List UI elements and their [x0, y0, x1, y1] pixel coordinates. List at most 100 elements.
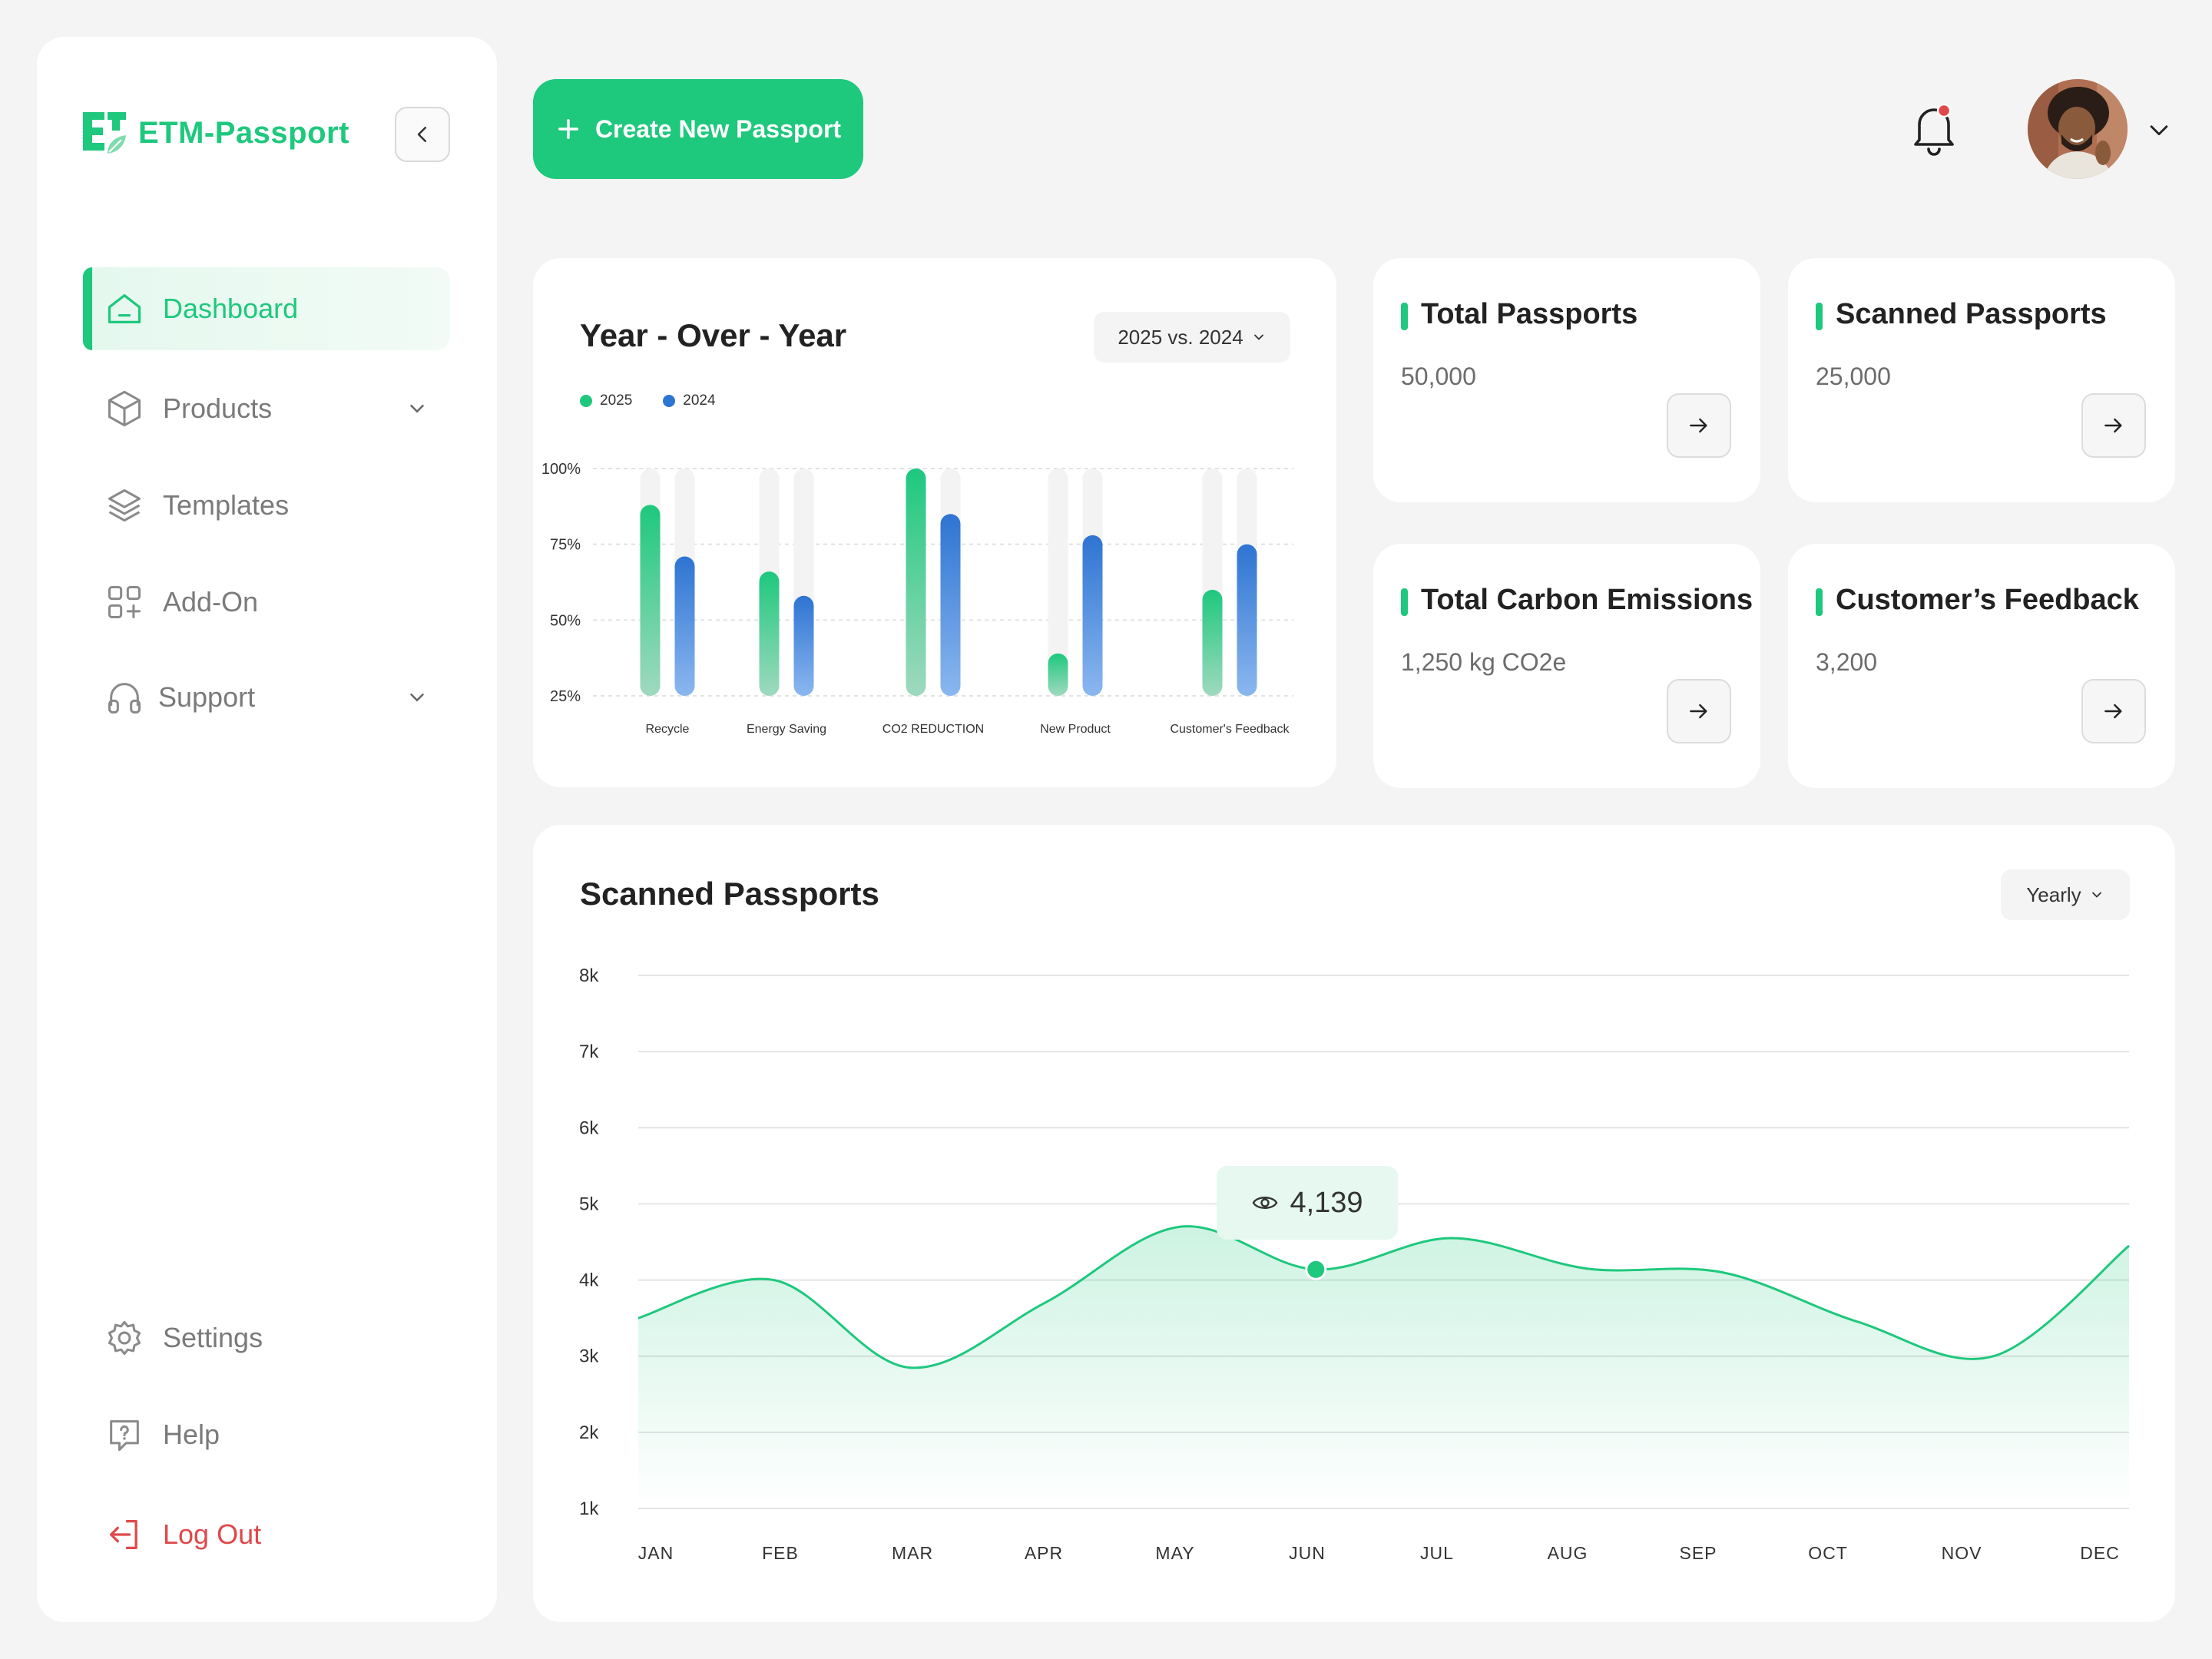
sidebar-item-label: Help: [163, 1419, 220, 1450]
x-tick-label: AUG: [1548, 1543, 1588, 1563]
y-tick-label: 3k: [579, 1346, 599, 1367]
x-tick-label: Recycle: [646, 723, 690, 736]
total-passports-arrow-button[interactable]: [1667, 393, 1731, 458]
y-tick-label: 5k: [579, 1194, 599, 1214]
sidebar-item-logout[interactable]: Log Out: [83, 1493, 450, 1576]
scanned-passports-chart-card: Scanned Passports Yearly 8k 7k 6k 5k 4k 3k 2k 1…: [533, 825, 2175, 1622]
app-name: ETM-Passport: [138, 115, 349, 150]
scanned-passports-arrow-button[interactable]: [2081, 393, 2146, 458]
y-tick-label: 7k: [579, 1041, 599, 1062]
chevron-down-icon: [410, 405, 424, 413]
total-carbon-emissions-arrow-button[interactable]: [1667, 679, 1731, 743]
y-tick-label: 50%: [550, 612, 581, 629]
x-tick-label: FEB: [762, 1543, 799, 1563]
sidebar-item-label: Dashboard: [163, 293, 299, 324]
sidebar-item-help[interactable]: Help: [83, 1393, 450, 1476]
sidebar-item-support[interactable]: Support: [83, 656, 450, 739]
y-tick-label: 8k: [579, 965, 599, 986]
sidebar-item-templates[interactable]: Templates: [83, 464, 450, 547]
app-logo[interactable]: ETM-Passport: [81, 111, 349, 155]
bell-icon: [1914, 103, 1954, 156]
bar-2025: [759, 571, 780, 696]
x-tick-label: JAN: [638, 1543, 674, 1563]
yoy-compare-label: 2025 vs. 2024: [1118, 325, 1243, 349]
sidebar-item-label: Products: [163, 392, 273, 424]
chevron-down-icon: [2091, 892, 2101, 898]
user-avatar-image: [2028, 79, 2128, 179]
grid-plus-icon: [108, 585, 141, 619]
eye-icon: [1253, 1197, 1278, 1209]
bar-2025: [906, 469, 926, 696]
sidebar-item-label: Templates: [163, 489, 290, 521]
x-tick-label: New Product: [1040, 723, 1111, 736]
notifications-button[interactable]: [1909, 100, 1959, 157]
yoy-compare-dropdown[interactable]: 2025 vs. 2024: [1094, 312, 1290, 363]
y-tick-label: 75%: [550, 537, 581, 554]
collapse-sidebar-button[interactable]: [395, 107, 450, 162]
x-tick-label: CO2 REDUCTION: [882, 723, 984, 736]
sidebar-item-label: Settings: [163, 1322, 263, 1353]
bar-2024: [674, 556, 695, 696]
legend-2024-label: 2024: [683, 392, 716, 409]
etm-logo-icon: [83, 112, 126, 154]
x-tick-label: APR: [1025, 1543, 1063, 1563]
stat-title: Customer’s Feedback: [1836, 584, 2139, 616]
accent-bar: [1816, 303, 1823, 330]
stat-value: 3,200: [1816, 648, 1878, 676]
bar-2024: [1082, 535, 1103, 696]
chevron-left-icon: [417, 127, 426, 142]
x-tick-label: MAY: [1155, 1543, 1194, 1563]
total-carbon-emissions-card[interactable]: Total Carbon Emissions 1,250 kg CO2e: [1373, 544, 1760, 788]
plus-icon: [558, 118, 578, 140]
arrow-right-icon: [2104, 704, 2122, 719]
sidebar-item-label: Add-On: [163, 586, 259, 618]
customers-feedback-card[interactable]: Customer’s Feedback 3,200: [1788, 544, 2175, 788]
gear-icon: [108, 1320, 141, 1356]
x-tick-label: JUN: [1289, 1543, 1326, 1563]
create-button-label: Create New Passport: [594, 114, 842, 143]
chevron-down-icon: [410, 694, 424, 702]
home-icon: [108, 294, 141, 323]
highlight-point: [1307, 1260, 1325, 1278]
x-tick-label: DEC: [2080, 1543, 2120, 1563]
avatar[interactable]: [2028, 79, 2128, 179]
sidebar-item-products[interactable]: Products: [83, 367, 450, 450]
create-new-passport-button[interactable]: Create New Passport: [533, 79, 863, 179]
accent-bar: [1401, 303, 1408, 330]
arrow-right-icon: [2104, 418, 2122, 433]
sidebar-item-add-on[interactable]: Add-On: [83, 561, 450, 644]
bar-2024: [940, 514, 961, 696]
x-tick-label: JUL: [1420, 1543, 1454, 1563]
x-tick-label: NOV: [1942, 1543, 1982, 1563]
profile-menu-chevron-icon[interactable]: [2146, 117, 2172, 143]
scanned-passports-area-chart: 8k 7k 6k 5k 4k 3k 2k 1k JAN FEB MAR APR MAY JUN JUL AUG…: [579, 965, 2130, 1563]
total-passports-card[interactable]: Total Passports 50,000: [1373, 258, 1760, 502]
sidebar-item-label: Log Out: [163, 1518, 262, 1550]
x-tick-label: OCT: [1808, 1543, 1848, 1563]
year-over-year-card: Year - Over - Year 2025 vs. 2024 2025 20…: [533, 258, 1336, 787]
sidebar-item-label: Support: [158, 681, 256, 713]
y-tick-label: 25%: [550, 688, 581, 705]
yoy-title: Year - Over - Year: [580, 317, 847, 353]
sidebar: ETM-Passport Dashboard Products Template…: [37, 37, 497, 1622]
chart-tooltip: 4,139: [1217, 1166, 1398, 1240]
bar-2025: [1202, 589, 1223, 696]
stat-title: Total Passports: [1421, 298, 1638, 330]
stat-title: Total Carbon Emissions: [1421, 584, 1753, 616]
sidebar-item-settings[interactable]: Settings: [83, 1296, 450, 1379]
scanned-passports-card[interactable]: Scanned Passports 25,000: [1788, 258, 2175, 502]
y-tick-label: 6k: [579, 1118, 599, 1138]
customers-feedback-arrow-button[interactable]: [2081, 679, 2146, 743]
x-tick-label: SEP: [1679, 1543, 1717, 1563]
area-line: [637, 1225, 2130, 1369]
yoy-legend: 2025 2024: [580, 392, 716, 409]
help-chat-icon: [110, 1420, 139, 1452]
sidebar-item-dashboard[interactable]: Dashboard: [83, 267, 450, 350]
logout-icon: [110, 1520, 137, 1549]
period-dropdown[interactable]: Yearly: [2001, 869, 2130, 920]
headphones-icon: [108, 683, 141, 714]
layers-icon: [108, 488, 141, 522]
stat-value: 1,250 kg CO2e: [1401, 648, 1567, 676]
stat-title: Scanned Passports: [1836, 298, 2107, 330]
legend-2024-swatch: [663, 395, 676, 407]
